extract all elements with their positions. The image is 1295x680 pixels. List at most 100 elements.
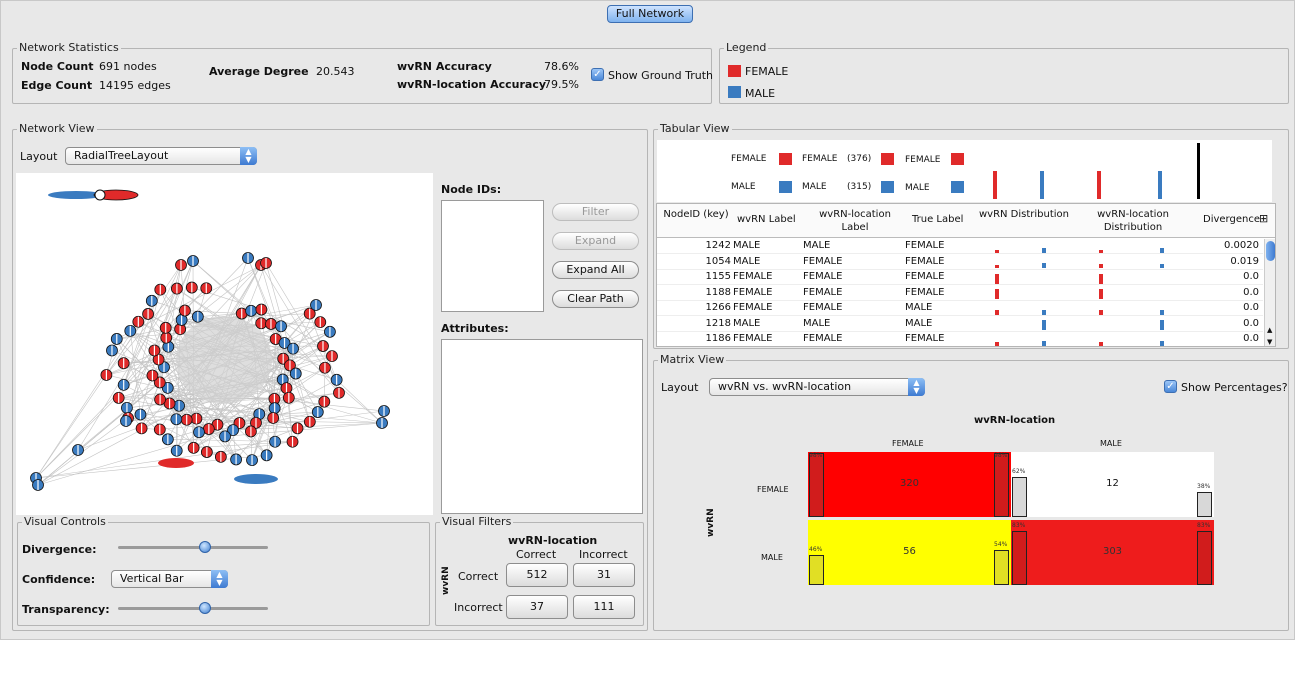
- divergence-slider-knob[interactable]: [199, 541, 211, 553]
- matrix-right-bar: [1197, 531, 1212, 585]
- divergence-slider-track[interactable]: [118, 546, 268, 549]
- filters-row-correct: Correct: [458, 570, 499, 583]
- row-wvrn-female-bar: [995, 342, 999, 346]
- table-row[interactable]: 1188 FEMALE FEMALE FEMALE 0.0: [657, 286, 1263, 301]
- row-nodeid: 1188: [705, 286, 731, 298]
- transparency-slider-knob[interactable]: [199, 602, 211, 614]
- matrix-right-bar-percent: 38%: [1197, 483, 1211, 490]
- table-row[interactable]: 1266 FEMALE FEMALE MALE 0.0: [657, 301, 1263, 316]
- legend-male-swatch: [728, 86, 741, 98]
- average-degree-value: 20.543: [316, 65, 355, 78]
- row-wvrn-location-label: MALE: [803, 240, 831, 251]
- row-loc-female-bar: [1099, 310, 1103, 315]
- row-wvrn-label: FEMALE: [733, 271, 773, 282]
- row-wvrn-female-bar: [995, 310, 999, 315]
- column-menu-icon[interactable]: ⊞: [1259, 212, 1269, 225]
- table-scrollbar[interactable]: ▲ ▼: [1264, 239, 1275, 346]
- attributes-label: Attributes:: [441, 322, 509, 335]
- network-view-title: Network View: [17, 122, 97, 135]
- table-row[interactable]: 1242 MALE MALE FEMALE 0.0020: [657, 239, 1263, 254]
- table-row[interactable]: 1218 MALE MALE MALE 0.0: [657, 317, 1263, 332]
- row-nodeid: 1266: [705, 302, 731, 313]
- matrix-left-bar-percent: 83%: [1012, 522, 1026, 529]
- matrix-view-title: Matrix View: [658, 353, 727, 366]
- show-ground-truth-checkbox[interactable]: ✓: [591, 68, 604, 81]
- summary-bar-wvrn-female: [993, 171, 997, 199]
- visual-controls-panel: Visual Controls Divergence: Confidence: …: [17, 515, 430, 626]
- filters-col-incorrect: Incorrect: [579, 548, 628, 561]
- graph-node[interactable]: [234, 474, 278, 484]
- filters-row-header: wvRN: [441, 566, 451, 595]
- matrix-cell[interactable]: 303 83% 83%: [1011, 520, 1214, 585]
- matrix-left-bar-percent: 98%: [809, 452, 823, 459]
- expand-all-button[interactable]: Expand All: [552, 261, 639, 279]
- matrix-cell[interactable]: 320 98% 98%: [808, 452, 1011, 517]
- transparency-slider-track[interactable]: [118, 607, 268, 610]
- expand-button[interactable]: Expand: [552, 232, 639, 250]
- row-nodeid: 1242: [705, 240, 731, 251]
- graph-root-node[interactable]: [93, 189, 139, 201]
- row-wvrn-male-bar: [1042, 340, 1046, 346]
- confidence-select[interactable]: Vertical Bar ▲ ▼: [111, 570, 228, 588]
- graph-root-node[interactable]: [94, 189, 106, 201]
- matrix-right-bar: [994, 550, 1009, 585]
- layout-label: Layout: [20, 150, 58, 163]
- graph-root-node[interactable]: [48, 191, 104, 199]
- tabular-table[interactable]: NodeID (key) wvRN Label wvRN-location La…: [656, 203, 1276, 347]
- filter-button[interactable]: Filter: [552, 203, 639, 221]
- col-wvrn-distribution-header[interactable]: wvRN Distribution: [978, 209, 1070, 220]
- show-percentages-checkbox[interactable]: ✓: [1164, 380, 1177, 393]
- filter-correct-incorrect-button[interactable]: 31: [573, 563, 635, 587]
- summary-female-swatch-3: [951, 153, 964, 165]
- row-divergence: 0.0: [1243, 271, 1259, 282]
- matrix-layout-select[interactable]: wvRN vs. wvRN-location ▲ ▼: [709, 378, 925, 396]
- visual-filters-title: Visual Filters: [440, 515, 514, 528]
- table-row[interactable]: 1186 FEMALE FEMALE FEMALE 0.0: [657, 332, 1263, 346]
- layout-select[interactable]: RadialTreeLayout ▲ ▼: [65, 147, 257, 165]
- col-wvrn-location-label-header[interactable]: wvRN-location Label: [819, 209, 891, 233]
- matrix-left-bar: [809, 555, 824, 585]
- scroll-up-icon[interactable]: ▲: [1267, 326, 1273, 334]
- node-ids-list[interactable]: [441, 200, 544, 312]
- edge-count-value: 14195 edges: [99, 79, 171, 92]
- row-wvrn-label: FEMALE: [733, 286, 773, 298]
- scroll-down-icon[interactable]: ▼: [1267, 338, 1273, 346]
- filter-incorrect-correct-button[interactable]: 37: [506, 595, 568, 619]
- matrix-right-bar: [994, 453, 1009, 517]
- row-wvrn-female-bar: [995, 289, 999, 300]
- row-wvrn-male-bar: [1042, 310, 1046, 315]
- table-scrollbar-thumb[interactable]: [1266, 241, 1275, 261]
- graph-node[interactable]: [158, 458, 194, 468]
- col-true-label-header[interactable]: True Label: [912, 214, 964, 225]
- matrix-cell[interactable]: 56 46% 54%: [808, 520, 1011, 585]
- col-nodeid-header[interactable]: NodeID (key): [663, 209, 729, 220]
- show-ground-truth-label: Show Ground Truth: [608, 69, 714, 82]
- wvrn-location-accuracy-value: 79.5%: [544, 78, 579, 91]
- wvrn-location-accuracy-label: wvRN-location Accuracy: [397, 78, 547, 91]
- clear-path-button[interactable]: Clear Path: [552, 290, 639, 308]
- col-divergence-header[interactable]: Divergence: [1203, 214, 1260, 225]
- tabular-view-panel: Tabular View FEMALE FEMALE (376) FEMALE …: [653, 122, 1289, 349]
- full-network-button[interactable]: Full Network: [607, 5, 693, 23]
- table-row[interactable]: 1054 MALE FEMALE FEMALE 0.019: [657, 255, 1263, 270]
- matrix-cell[interactable]: 12 62% 38%: [1011, 452, 1214, 517]
- table-row[interactable]: 1155 FEMALE FEMALE FEMALE 0.0: [657, 270, 1263, 285]
- network-graph[interactable]: [16, 173, 433, 515]
- legend-female-swatch: [728, 65, 741, 77]
- col-wvrn-label-header[interactable]: wvRN Label: [737, 214, 796, 225]
- table-body: 1242 MALE MALE FEMALE 0.0020 1054 MALE FEMALE FE…: [657, 239, 1263, 346]
- row-divergence: 0.0: [1243, 333, 1259, 344]
- network-graph-canvas[interactable]: [16, 173, 433, 515]
- matrix-col-axis-label: wvRN-location: [974, 415, 1056, 426]
- select-arrows-icon: ▲ ▼: [211, 570, 228, 588]
- row-nodeid: 1218: [705, 317, 731, 329]
- attributes-list[interactable]: [441, 339, 643, 514]
- filter-correct-correct-button[interactable]: 512: [506, 563, 568, 587]
- filter-incorrect-incorrect-button[interactable]: 111: [573, 595, 635, 619]
- matrix-col-label-male: MALE: [1100, 439, 1122, 448]
- summary-male-swatch-2: [881, 181, 894, 193]
- row-loc-male-bar: [1160, 248, 1164, 253]
- row-divergence: 0.0: [1243, 286, 1259, 298]
- col-wvrn-location-distribution-header[interactable]: wvRN-location Distribution: [1097, 209, 1169, 233]
- row-true-label: FEMALE: [905, 333, 945, 344]
